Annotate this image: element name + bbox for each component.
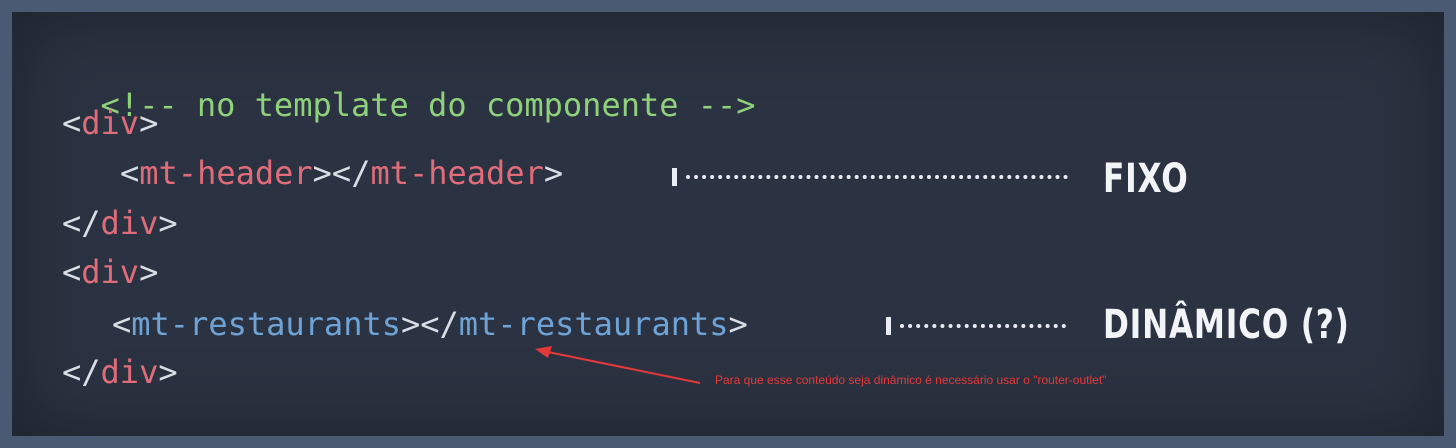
- leader-bar-fixed: [672, 168, 677, 186]
- header-close-tag: mt-header: [370, 154, 544, 192]
- code-comment: <!-- no template do componente -->: [100, 86, 756, 124]
- code-header-line: <mt-header></mt-header>: [120, 154, 564, 192]
- div-close-tag-name-2: div: [100, 353, 159, 391]
- leader-dots-dynamic: [900, 324, 1066, 332]
- leader-bar-dynamic: [886, 317, 891, 335]
- restaurants-close-tag: mt-restaurants: [458, 305, 729, 343]
- code-restaurants-line: <mt-restaurants></mt-restaurants>: [112, 305, 748, 343]
- div-tag-name-2: div: [81, 253, 140, 291]
- leader-dots-fixed: [686, 175, 1068, 183]
- label-fixed: FIXO: [1103, 156, 1189, 202]
- code-div-open-1: <div>: [62, 104, 159, 142]
- header-open-tag: mt-header: [139, 154, 313, 192]
- code-comment-line: <!-- no template do componente -->: [62, 57, 756, 121]
- restaurants-open-tag: mt-restaurants: [131, 305, 401, 343]
- code-div-close-2: </div>: [62, 353, 178, 391]
- slide-board: [12, 12, 1444, 436]
- annotation-note: Para que esse conteúdo seja dinâmico é n…: [715, 373, 1107, 387]
- label-dynamic: DINÂMICO (?): [1103, 302, 1350, 348]
- div-tag-name: div: [81, 104, 140, 142]
- code-div-open-2: <div>: [62, 253, 159, 291]
- div-close-tag-name: div: [100, 204, 159, 242]
- code-div-close-1: </div>: [62, 204, 178, 242]
